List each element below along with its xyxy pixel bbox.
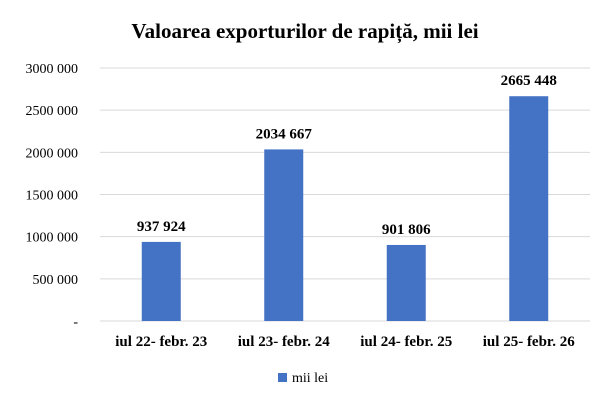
x-tick-label: iul 23- febr. 24 [238,334,330,350]
bar [386,244,426,321]
legend: mii lei [278,371,328,386]
data-label: 901 806 [382,222,431,238]
data-label: 937 924 [137,219,186,235]
x-tick-label: iul 25- febr. 26 [483,334,575,350]
y-tick-label: 1500 000 [26,189,79,204]
legend-label: mii lei [292,371,328,386]
x-tick-label: iul 22- febr. 23 [115,334,207,350]
bar [141,241,181,321]
y-tick-label: 2000 000 [26,146,79,161]
y-tick-label: - [73,315,78,330]
y-tick-label: 3000 000 [26,62,79,77]
bar [509,96,549,321]
data-label: 2665 448 [501,73,557,89]
y-tick-label: 500 000 [33,273,79,288]
data-label: 2034 667 [256,126,313,142]
bar [264,149,304,321]
y-tick-label: 2500 000 [26,104,79,119]
chart-title: Valoarea exporturilor de rapiță, mii lei [131,19,478,44]
legend-swatch [278,373,287,382]
x-tick-label: iul 24- febr. 25 [360,334,452,350]
y-tick-label: 1000 000 [26,231,79,246]
